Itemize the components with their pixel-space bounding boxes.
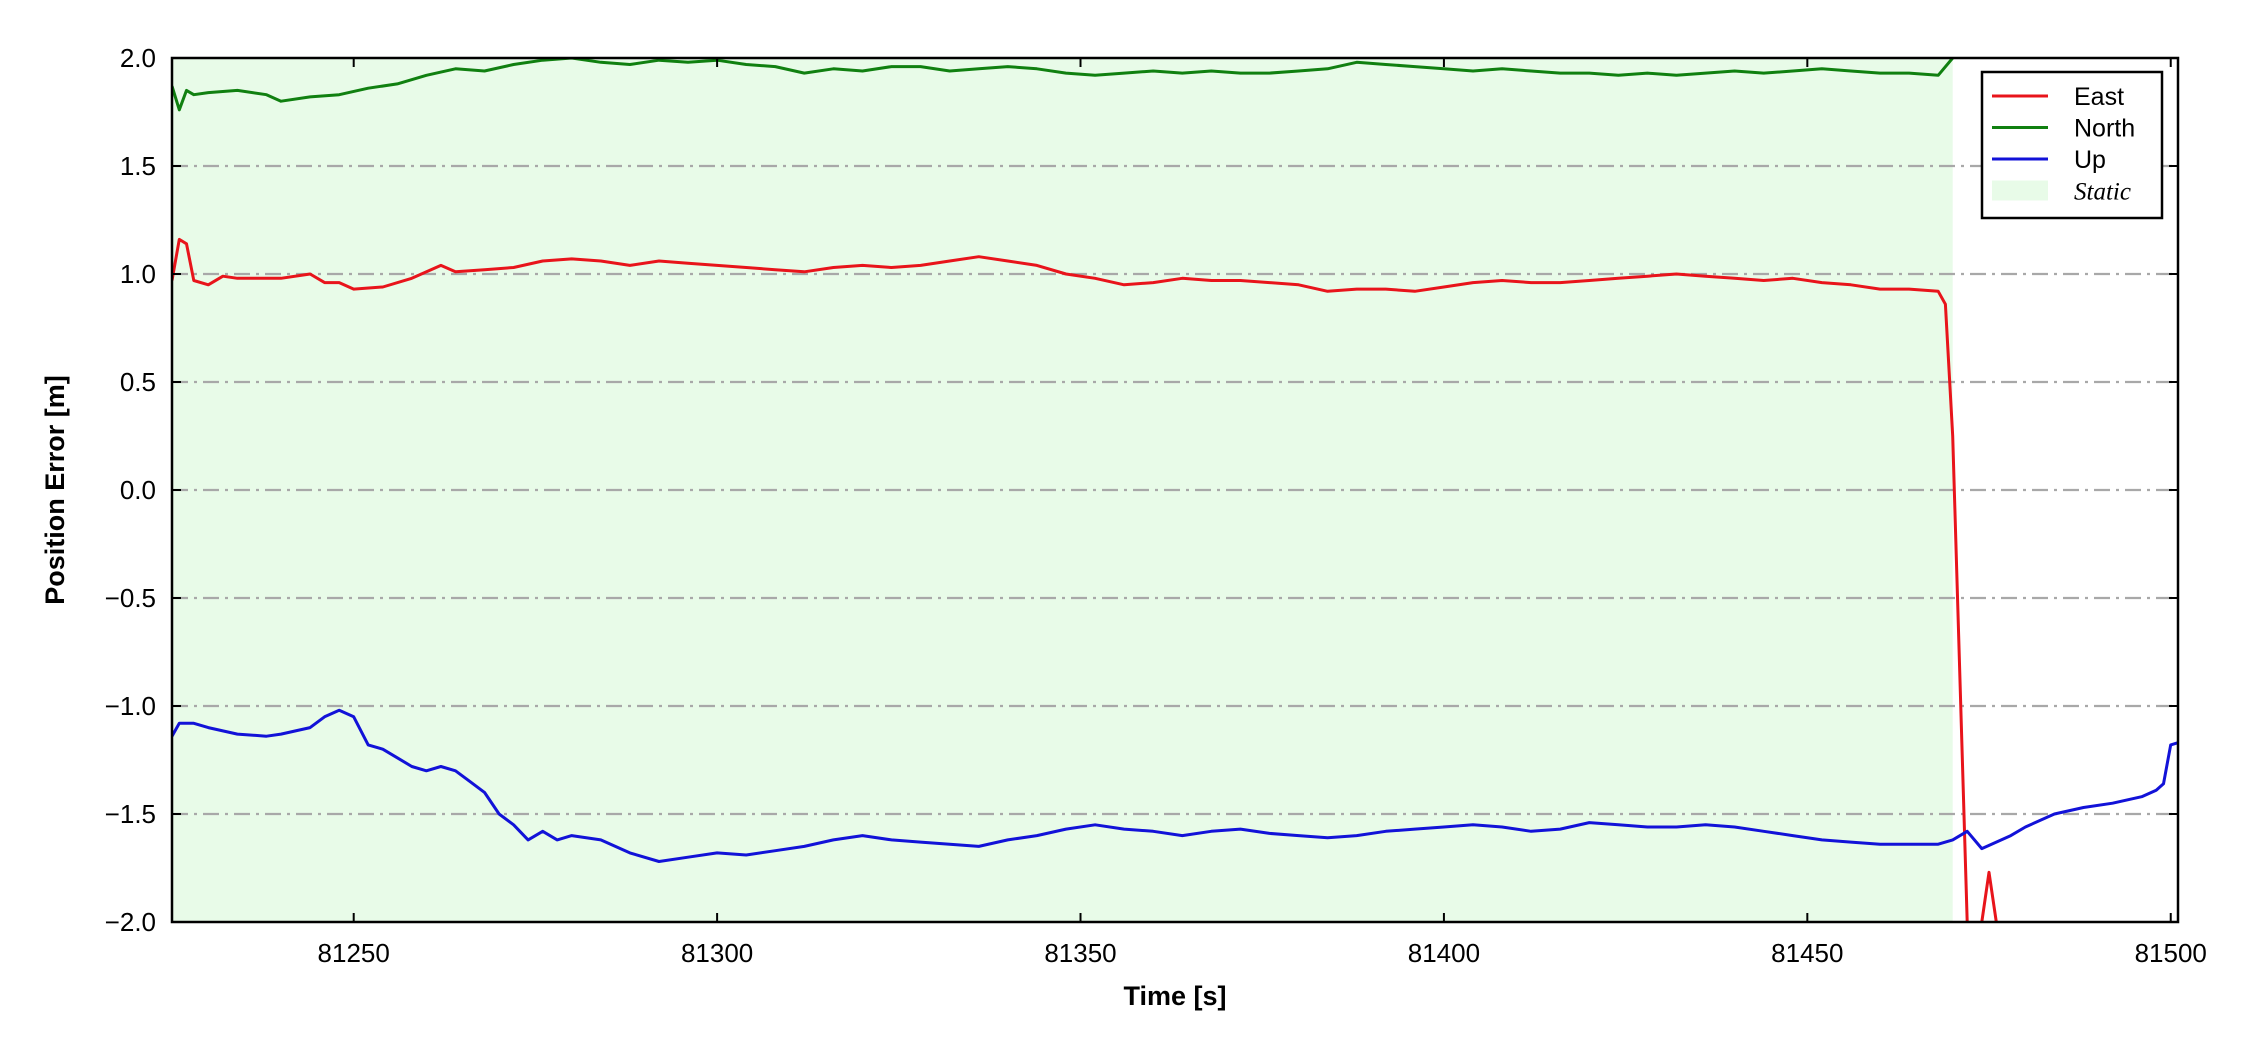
y-tick-label: 1.5 <box>120 151 156 181</box>
x-tick-label: 81350 <box>1044 938 1116 968</box>
y-tick-label: 0.5 <box>120 367 156 397</box>
series-line-east <box>172 237 1998 922</box>
x-tick-label: 81450 <box>1771 938 1843 968</box>
x-tick-label: 81400 <box>1408 938 1480 968</box>
legend-label-static: Static <box>2074 179 2131 206</box>
legend: East North Up Static <box>1980 70 2164 220</box>
tick-labels: 81250 81300 81350 81400 81450 81500 2.0 1.5 1.0 0… <box>105 43 2207 968</box>
x-tick-label: 81300 <box>681 938 753 968</box>
legend-label-east: East <box>2074 83 2124 111</box>
series-line-north <box>172 58 1954 112</box>
y-tick-label: −0.5 <box>105 583 156 613</box>
legend-label-up: Up <box>2074 146 2106 174</box>
y-tick-label: −1.5 <box>105 799 156 829</box>
y-tick-label: −1.0 <box>105 691 156 721</box>
x-tick-label: 81500 <box>2135 938 2207 968</box>
y-tick-label: 1.0 <box>120 259 156 289</box>
y-tick-label: −2.0 <box>105 907 156 937</box>
x-tick-label: 81250 <box>318 938 390 968</box>
gridlines <box>172 164 2178 816</box>
axis-ticks <box>172 57 2178 923</box>
series-line-up <box>172 708 2178 863</box>
legend-swatch-static <box>1992 180 2048 201</box>
legend-label-north: North <box>2074 115 2135 143</box>
y-tick-label: 2.0 <box>120 43 156 73</box>
y-axis-title: Position Error [m] <box>40 375 70 605</box>
series-lines <box>172 58 2178 922</box>
x-axis-title: Time [s] <box>1123 981 1226 1011</box>
y-tick-label: 0.0 <box>120 475 156 505</box>
